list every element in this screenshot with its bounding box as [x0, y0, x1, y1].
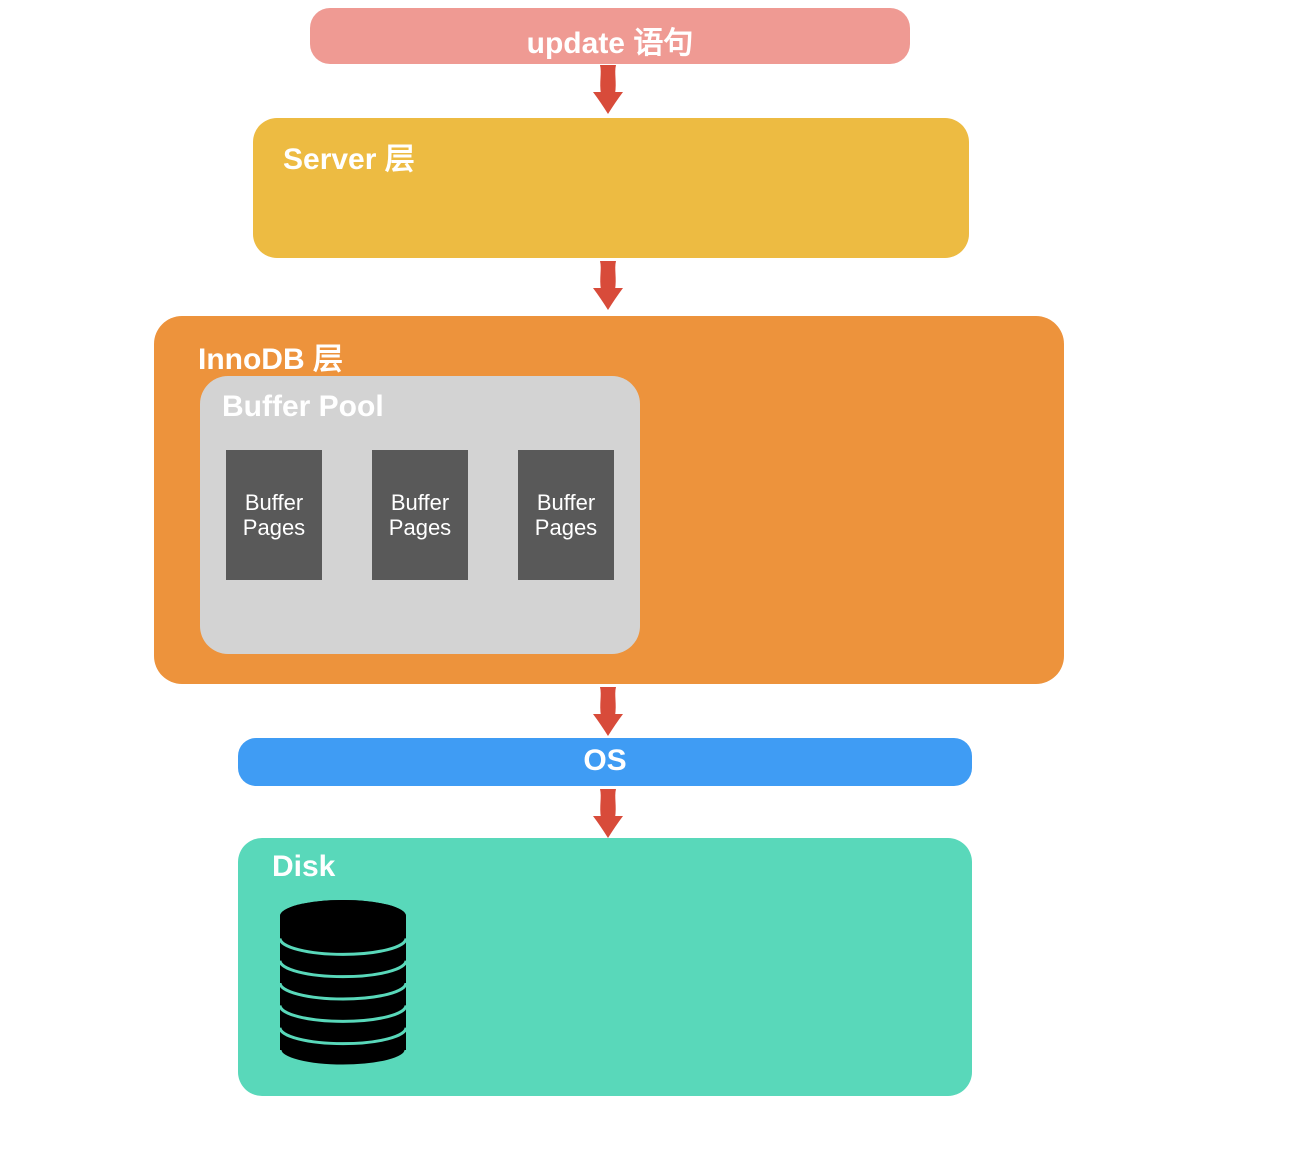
- arrow-server-to-innodb: [590, 260, 626, 312]
- update-statement-label: update 语句: [310, 8, 910, 62]
- buffer-page-label-line2: Pages: [372, 515, 468, 540]
- buffer-page-label-line2: Pages: [518, 515, 614, 540]
- arrow-update-to-server: [590, 64, 626, 116]
- buffer-page: Buffer Pages: [226, 450, 322, 580]
- buffer-page-label-line2: Pages: [226, 515, 322, 540]
- buffer-page: Buffer Pages: [372, 450, 468, 580]
- arrow-innodb-to-os: [590, 686, 626, 738]
- buffer-page-label-line1: Buffer: [226, 490, 322, 515]
- buffer-page: Buffer Pages: [518, 450, 614, 580]
- buffer-page-label-line1: Buffer: [372, 490, 468, 515]
- os-box: OS: [238, 738, 972, 786]
- os-label: OS: [238, 738, 972, 778]
- server-layer-label: Server 层: [253, 118, 969, 178]
- buffer-page-label-line1: Buffer: [518, 490, 614, 515]
- arrow-os-to-disk: [590, 788, 626, 840]
- innodb-layer-label: InnoDB 层: [154, 316, 1064, 378]
- server-layer-box: Server 层: [253, 118, 969, 258]
- update-statement-box: update 语句: [310, 8, 910, 64]
- database-icon: [278, 898, 408, 1068]
- disk-label: Disk: [238, 838, 972, 884]
- buffer-pool-label: Buffer Pool: [200, 376, 640, 424]
